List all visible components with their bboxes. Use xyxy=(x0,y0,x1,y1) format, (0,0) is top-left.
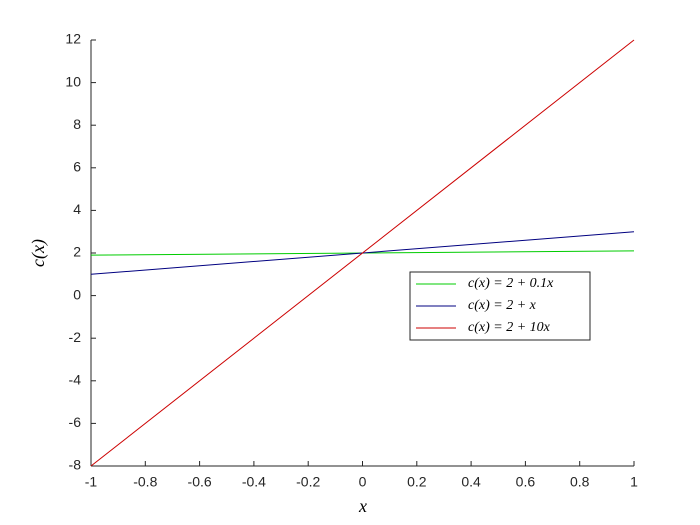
x-tick-label: 0.4 xyxy=(461,474,481,490)
x-tick-label: -0.2 xyxy=(296,474,320,490)
y-tick-label: -4 xyxy=(69,372,82,388)
y-tick-label: 4 xyxy=(73,201,81,217)
x-tick-label: 1 xyxy=(630,474,638,490)
x-tick-label: 0.2 xyxy=(407,474,427,490)
y-tick-label: -6 xyxy=(69,414,82,430)
legend-label: c(x) = 2 + x xyxy=(468,298,537,313)
x-tick-label: -0.4 xyxy=(242,474,266,490)
legend-label: c(x) = 2 + 10x xyxy=(468,320,551,335)
y-tick-label: 12 xyxy=(65,31,81,47)
legend: c(x) = 2 + 0.1x c(x) = 2 + x c(x) = 2 + 10… xyxy=(409,271,591,341)
y-tick-label: 2 xyxy=(73,244,81,260)
x-tick-label: 0 xyxy=(359,474,367,490)
y-tick-label: 8 xyxy=(73,116,81,132)
y-axis-label: c(x) xyxy=(28,239,49,267)
y-tick-label: 10 xyxy=(65,73,81,89)
y-tick-label: 0 xyxy=(73,286,81,302)
line xyxy=(90,39,635,467)
legend-label: c(x) = 2 + 0.1x xyxy=(468,276,554,291)
x-axis-label: x xyxy=(358,496,367,516)
x-tick-label: -0.8 xyxy=(133,474,157,490)
y-tick-label: 6 xyxy=(73,159,81,175)
y-tick-label: -2 xyxy=(69,329,82,345)
x-tick-label: 0.6 xyxy=(516,474,536,490)
x-tick-label: -1 xyxy=(85,474,98,490)
x-tick-label: -0.6 xyxy=(188,474,212,490)
x-tick-label: 0.8 xyxy=(570,474,590,490)
y-tick-label: -8 xyxy=(69,457,82,473)
